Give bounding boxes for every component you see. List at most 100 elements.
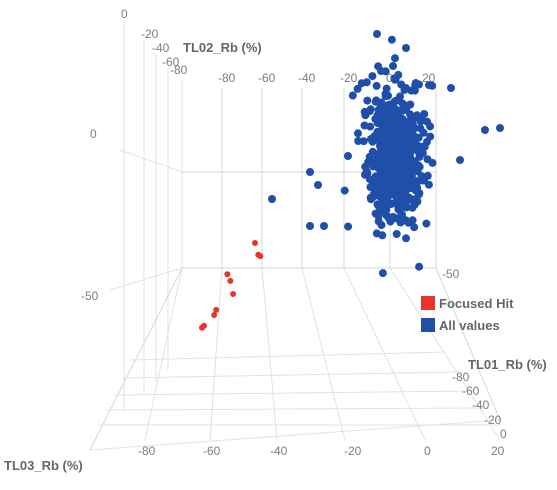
focused-hit-point-7	[211, 312, 218, 318]
all-values-point-541	[386, 135, 395, 143]
all-values-point-401	[428, 158, 437, 167]
y-tick-minus80: -80	[170, 63, 188, 77]
all-values-outlier-3	[306, 222, 314, 230]
all-values-point-534	[416, 124, 425, 133]
all-values-point-244	[362, 78, 371, 87]
top-x-tick-minus80: -80	[218, 71, 236, 85]
all-values-point-459	[360, 107, 369, 116]
all-values-outlier-7	[447, 84, 455, 92]
all-values-outlier-9	[306, 168, 314, 176]
floor-y-tick-0: 0	[500, 427, 507, 441]
all-values-point-578	[373, 111, 382, 120]
all-values-point-125	[428, 81, 437, 90]
all-values-point-590	[354, 137, 363, 145]
all-values-point-533	[399, 100, 408, 109]
all-values-point-550	[375, 154, 384, 163]
floor-xline-2	[261, 267, 278, 441]
all-values-point-167	[348, 91, 357, 100]
all-values-point-519	[368, 147, 377, 156]
left-wall-hline-0	[119, 149, 183, 173]
focused-hit-point-2	[257, 253, 264, 260]
all-values-outlier-11	[456, 156, 464, 164]
top-x-tick-minus40: -40	[298, 71, 316, 85]
top-x-tick-minus60: -60	[258, 71, 276, 85]
legend-label-focused-hit: Focused Hit	[439, 296, 514, 311]
all-values-outlier-4	[320, 222, 328, 230]
all-values-outlier-1	[402, 44, 410, 52]
all-values-point-355	[361, 170, 369, 179]
y-tick-minus60: -60	[162, 55, 180, 69]
all-values-point-589	[403, 123, 412, 132]
all-values-point-488	[416, 117, 425, 126]
all-values-point-564	[407, 183, 416, 192]
all-values-point-359	[369, 137, 377, 146]
floor-x-tick-minus20: -20	[344, 444, 362, 458]
floor-yline-0	[129, 351, 446, 361]
focused-hit-point-3	[224, 271, 231, 278]
x-axis-title: TL01_Rb (%)	[468, 357, 547, 372]
all-values-point-554	[376, 170, 385, 179]
floor-y-tick-minus60: -60	[462, 384, 480, 398]
all-values-point-438	[420, 142, 429, 151]
all-values-point-595	[392, 197, 401, 206]
all-values-point-592	[403, 165, 412, 174]
y-tick-minus40: -40	[152, 41, 170, 55]
all-values-outlier-5	[496, 124, 504, 132]
all-values-point-440	[366, 105, 375, 114]
floor-x-tick-20: 20	[491, 444, 505, 458]
all-values-point-309	[387, 35, 396, 44]
all-values-point-570	[413, 111, 421, 120]
all-values-point-424	[377, 98, 386, 107]
all-values-point-588	[413, 178, 422, 187]
all-values-point-478	[406, 158, 415, 167]
all-values-point-353	[415, 162, 424, 171]
floor-x-tick-minus40: -40	[270, 444, 288, 458]
right-z-tick-minus50: -50	[442, 267, 460, 281]
all-values-point-585	[392, 230, 401, 238]
focused-hit-point-6	[213, 306, 220, 313]
all-values-point-406	[366, 193, 375, 202]
all-values-point-553	[406, 149, 415, 157]
all-values-point-137	[354, 129, 362, 138]
all-values-point-579	[391, 105, 400, 114]
all-values-point-577	[395, 147, 404, 156]
left-wall-hline-minus50	[109, 267, 183, 291]
all-values-point-580	[396, 139, 405, 148]
all-values-point-376	[378, 269, 387, 278]
z-axis-title: TL03_Rb (%)	[4, 458, 83, 473]
all-values-point-393	[402, 234, 410, 243]
all-values-point-582	[410, 86, 419, 95]
all-values-point-547	[382, 84, 391, 93]
legend: Focused Hit All values	[421, 296, 514, 333]
y-tick-0: 0	[121, 7, 128, 21]
all-values-point-524	[396, 204, 405, 213]
all-values-point-565	[410, 223, 419, 232]
floor-y-tick-minus80: -80	[452, 370, 470, 384]
all-values-point-527	[373, 119, 382, 127]
all-values-point-314	[363, 96, 372, 105]
all-values-point-555	[373, 185, 382, 194]
all-values-point-26	[344, 222, 353, 231]
floor-yline-1	[121, 371, 460, 379]
all-values-point-548	[401, 189, 410, 198]
all-values-outlier-2	[268, 195, 276, 203]
floor-xline-0	[144, 267, 183, 441]
floor-x-tick-minus80: -80	[138, 444, 156, 458]
floor-y-tick-minus20: -20	[484, 413, 502, 427]
all-values-point-103	[415, 262, 424, 271]
all-values-point-435	[394, 113, 402, 122]
all-values-point-562	[386, 171, 395, 180]
focused-hit-point-5	[230, 291, 237, 297]
all-values-point-574	[387, 155, 396, 164]
all-values-point-539	[372, 81, 381, 90]
floor-yline-2	[113, 390, 474, 396]
all-values-point-439	[403, 196, 411, 205]
all-values-point-557	[426, 122, 435, 131]
all-values-point-593	[374, 201, 383, 210]
all-values-point-544	[394, 182, 403, 191]
all-values-point-571	[391, 161, 400, 169]
floor-right-edge	[435, 267, 501, 421]
all-values-point-556	[374, 217, 383, 226]
floor-x-tick-0: 0	[424, 444, 431, 458]
